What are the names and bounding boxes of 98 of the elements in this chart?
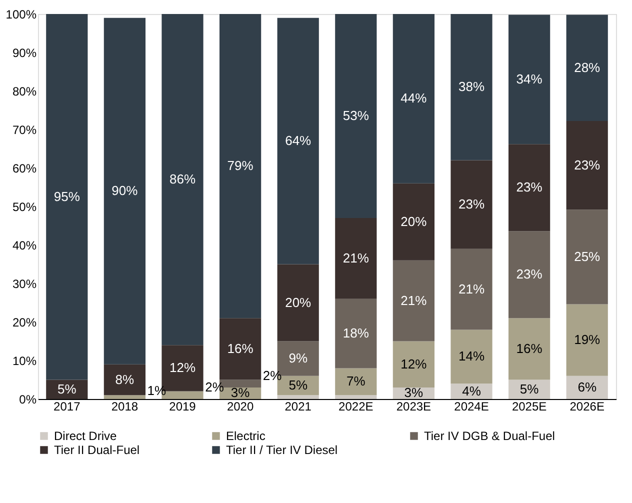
legend-label: Tier II / Tier IV Diesel: [226, 443, 338, 457]
bar: [335, 14, 377, 218]
data-label: 21%: [458, 281, 485, 296]
x-tick-label: 2021: [284, 400, 312, 414]
bar: [277, 18, 319, 264]
legend-label: Direct Drive: [54, 429, 117, 443]
data-label: 38%: [458, 79, 485, 94]
data-label: 9%: [288, 350, 308, 366]
data-label: 23%: [574, 157, 601, 172]
data-label: 3%: [404, 385, 424, 400]
x-tick-label: 2018: [111, 400, 138, 414]
data-label: 2%: [262, 368, 282, 383]
legend-label: Electric: [226, 429, 266, 443]
data-label: 3%: [230, 385, 250, 400]
bar: [335, 218, 377, 299]
y-tick-label: 60%: [12, 162, 37, 176]
data-label: 8%: [115, 372, 135, 387]
data-label: 20%: [285, 294, 312, 310]
data-label: 5%: [58, 381, 77, 396]
bar: [566, 14, 608, 122]
bar: [566, 210, 608, 304]
y-tick-label: 100%: [6, 8, 37, 22]
y-tick-label: 90%: [12, 46, 37, 60]
bar: [335, 368, 377, 396]
data-label: 25%: [574, 248, 601, 264]
data-label: 53%: [342, 108, 370, 124]
x-tick-label: 2023E: [396, 400, 432, 414]
data-label: 5%: [288, 378, 308, 393]
bar: [162, 14, 204, 346]
bar: [335, 298, 377, 368]
bar: [508, 318, 550, 380]
data-label: 18%: [342, 326, 370, 341]
bar: [508, 14, 550, 144]
data-label: 20%: [400, 214, 428, 229]
bar: [450, 160, 492, 249]
bar: [508, 231, 550, 318]
data-label: 16%: [516, 340, 543, 356]
x-tick-label: 2020: [226, 400, 254, 414]
data-label: 23%: [458, 196, 485, 212]
bar: [104, 364, 146, 396]
x-tick-label: 2022E: [338, 400, 374, 414]
data-label: 95%: [54, 188, 80, 204]
y-tick-label: 30%: [12, 277, 37, 291]
y-tick-label: 50%: [12, 200, 37, 214]
data-label: 64%: [285, 133, 312, 148]
bar: [566, 376, 608, 399]
x-tick-label: 2024E: [454, 400, 489, 414]
bar: [392, 14, 435, 184]
bar: [392, 260, 435, 342]
data-label: 2%: [205, 379, 224, 394]
bar: [392, 183, 435, 260]
y-tick-label: 20%: [12, 316, 37, 330]
bar: [450, 248, 492, 330]
data-label: 34%: [516, 71, 543, 86]
data-label: 12%: [400, 356, 428, 372]
bar: [508, 144, 550, 232]
x-tick-label: 2017: [54, 400, 81, 414]
data-label: 5%: [520, 381, 540, 396]
bar: [277, 264, 319, 342]
data-label: 19%: [574, 332, 601, 348]
data-label: 86%: [169, 172, 196, 187]
y-tick-label: 0%: [19, 392, 37, 406]
data-label: 4%: [462, 383, 482, 398]
y-tick-label: 10%: [12, 354, 37, 368]
bar: [566, 304, 608, 376]
data-label: 6%: [578, 379, 597, 394]
data-label: 23%: [516, 180, 543, 195]
data-label: 28%: [574, 60, 601, 75]
bar: [46, 14, 88, 380]
data-label: 1%: [147, 383, 167, 398]
data-label: 90%: [112, 183, 138, 198]
bar: [450, 14, 492, 160]
legend-label: Tier IV DGB & Dual-Fuel: [424, 429, 555, 443]
data-label: 21%: [342, 250, 370, 266]
bar: [104, 18, 146, 364]
data-label: 44%: [400, 90, 428, 106]
data-label: 7%: [346, 374, 366, 389]
y-tick-label: 40%: [12, 238, 37, 252]
data-label: 12%: [169, 360, 196, 376]
bar: [392, 341, 435, 388]
bar: [219, 14, 262, 318]
bar: [335, 395, 377, 399]
bar: [450, 330, 492, 384]
bar: [219, 318, 262, 380]
x-tick-label: 2026E: [570, 400, 604, 414]
legend-label: Tier II Dual-Fuel: [54, 443, 140, 457]
bar: [566, 121, 608, 210]
data-label: 21%: [400, 292, 428, 308]
y-tick-label: 70%: [12, 123, 37, 137]
bar: [104, 395, 146, 399]
x-tick-label: 2025E: [512, 400, 547, 414]
data-label: 14%: [458, 348, 485, 364]
y-tick-label: 80%: [12, 84, 37, 98]
data-label: 23%: [516, 266, 543, 282]
data-label: 79%: [227, 158, 254, 174]
x-tick-label: 2019: [169, 400, 196, 414]
bar: [277, 395, 319, 399]
data-label: 16%: [227, 340, 254, 356]
